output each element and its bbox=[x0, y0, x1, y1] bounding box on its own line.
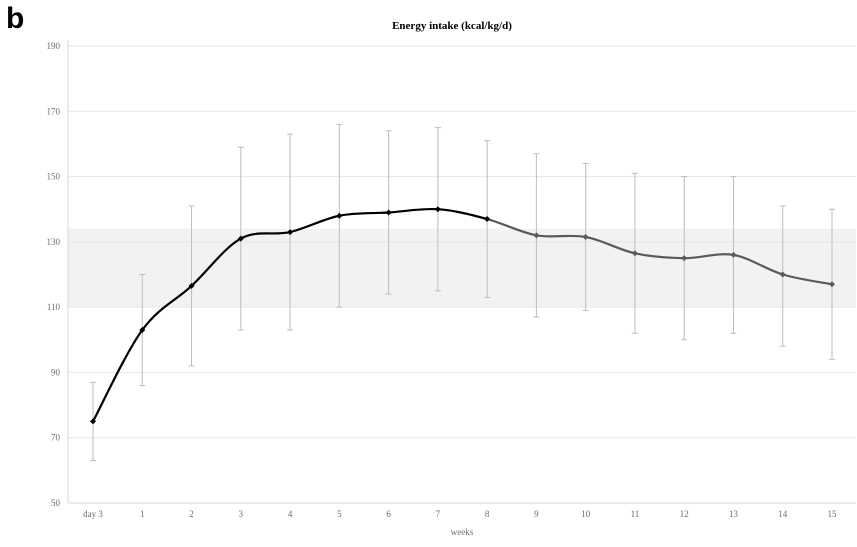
data-points bbox=[90, 206, 835, 425]
x-tick-label-7: 7 bbox=[436, 509, 441, 519]
data-point-6 bbox=[385, 209, 392, 216]
series-line-segment-5 bbox=[338, 211, 390, 217]
data-point-13 bbox=[730, 251, 737, 258]
x-tick-label-2: 2 bbox=[189, 509, 194, 519]
series-line-segment-0 bbox=[91, 328, 144, 423]
x-tick-label-11: 11 bbox=[631, 509, 640, 519]
data-point-11 bbox=[631, 250, 638, 257]
y-tick-label-170: 170 bbox=[47, 106, 61, 116]
y-tick-label-110: 110 bbox=[47, 302, 61, 312]
x-tick-label-9: 9 bbox=[534, 509, 539, 519]
data-point-9 bbox=[533, 232, 540, 239]
series-line-segment-13 bbox=[732, 253, 784, 276]
x-axis-label: weeks bbox=[451, 527, 474, 537]
series-line-segment-9 bbox=[535, 234, 587, 239]
data-point-12 bbox=[681, 255, 688, 262]
reference-band bbox=[68, 228, 856, 308]
x-tick-label-14: 14 bbox=[778, 509, 788, 519]
y-tick-label-130: 130 bbox=[47, 237, 61, 247]
chart-title: Energy intake (kcal/kg/d) bbox=[392, 20, 512, 32]
data-point-8 bbox=[484, 216, 491, 223]
series-line-segment-14 bbox=[781, 273, 834, 286]
data-point-5 bbox=[336, 212, 343, 219]
series-line-segment-2 bbox=[190, 237, 242, 288]
data-point-14 bbox=[779, 271, 786, 278]
y-tick-label-70: 70 bbox=[51, 433, 61, 443]
y-tick-label-50: 50 bbox=[51, 498, 61, 508]
data-point-4 bbox=[287, 229, 294, 236]
x-tick-label-1: 1 bbox=[140, 509, 145, 519]
x-tick-label-12: 12 bbox=[680, 509, 689, 519]
gridlines bbox=[68, 45, 856, 439]
data-point-15 bbox=[829, 281, 835, 288]
x-tick-label-3: 3 bbox=[239, 509, 244, 519]
x-tick-label-5: 5 bbox=[337, 509, 342, 519]
series-line-segment-3 bbox=[239, 230, 292, 240]
x-tick-label-13: 13 bbox=[729, 509, 739, 519]
y-tick-label-190: 190 bbox=[47, 41, 61, 51]
data-point-day-3 bbox=[90, 418, 96, 425]
data-point-10 bbox=[582, 233, 589, 240]
y-tick-label-90: 90 bbox=[51, 367, 61, 377]
x-tick-label-day-3: day 3 bbox=[83, 509, 103, 519]
data-point-3 bbox=[237, 235, 244, 242]
panel-letter: b bbox=[6, 2, 25, 35]
y-tick-label-150: 150 bbox=[47, 172, 61, 182]
series-line bbox=[91, 207, 834, 423]
data-point-1 bbox=[139, 326, 146, 333]
data-point-7 bbox=[434, 206, 441, 213]
x-tick-label-8: 8 bbox=[485, 509, 490, 519]
data-point-2 bbox=[188, 282, 195, 289]
series-line-segment-1 bbox=[141, 284, 193, 332]
reference-band-layer bbox=[68, 228, 856, 308]
series-line-segment-10 bbox=[584, 235, 637, 255]
series-line-segment-7 bbox=[436, 208, 489, 221]
x-tick-label-10: 10 bbox=[581, 509, 591, 519]
axes bbox=[67, 40, 856, 504]
series-line-segment-6 bbox=[387, 207, 439, 214]
x-tick-label-15: 15 bbox=[828, 509, 838, 519]
x-tick-label-4: 4 bbox=[288, 509, 293, 519]
series-line-segment-11 bbox=[633, 252, 686, 260]
series-line-segment-12 bbox=[683, 253, 735, 260]
x-tick-label-6: 6 bbox=[386, 509, 391, 519]
series-line-segment-4 bbox=[288, 214, 341, 234]
series-line-segment-8 bbox=[486, 217, 538, 237]
